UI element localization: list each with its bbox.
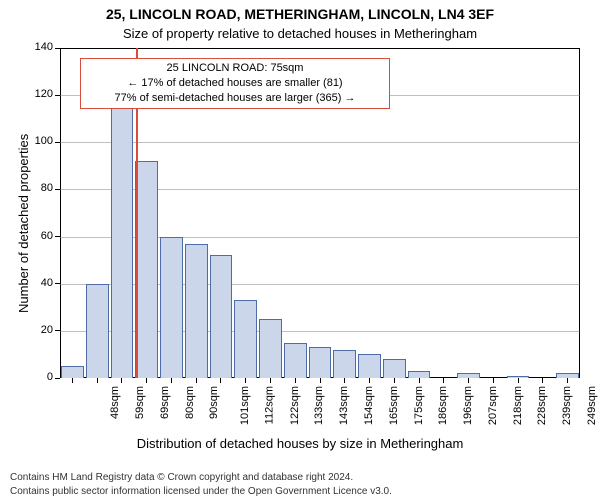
x-tick <box>146 378 147 383</box>
y-tick <box>55 142 60 143</box>
x-tick <box>394 378 395 383</box>
y-tick-label: 140 <box>25 41 53 53</box>
x-tick-label: 80sqm <box>184 386 196 419</box>
x-tick <box>567 378 568 383</box>
x-tick <box>369 378 370 383</box>
x-tick-label: 175sqm <box>413 386 425 425</box>
x-tick <box>443 378 444 383</box>
bar <box>185 244 208 378</box>
y-tick <box>55 283 60 284</box>
x-tick-label: 101sqm <box>239 386 251 425</box>
chart-subtitle: Size of property relative to detached ho… <box>0 26 600 41</box>
x-tick-label: 165sqm <box>388 386 400 425</box>
callout-line-1: 25 LINCOLN ROAD: 75sqm <box>85 61 385 76</box>
bar <box>111 102 134 378</box>
x-tick <box>97 378 98 383</box>
y-tick <box>55 378 60 379</box>
x-tick-label: 196sqm <box>462 386 474 425</box>
x-tick <box>196 378 197 383</box>
x-tick-label: 218sqm <box>512 386 524 425</box>
y-tick <box>55 189 60 190</box>
x-tick <box>121 378 122 383</box>
x-tick <box>295 378 296 383</box>
x-tick-label: 143sqm <box>338 386 350 425</box>
x-tick <box>245 378 246 383</box>
x-tick-label: 133sqm <box>314 386 326 425</box>
y-tick <box>55 95 60 96</box>
bar <box>86 284 109 378</box>
x-tick <box>171 378 172 383</box>
x-tick-label: 207sqm <box>487 386 499 425</box>
footer-line-1: Contains HM Land Registry data © Crown c… <box>10 472 353 483</box>
x-tick-label: 154sqm <box>363 386 375 425</box>
x-tick-label: 122sqm <box>289 386 301 425</box>
y-tick-label: 0 <box>25 371 53 383</box>
x-tick <box>72 378 73 383</box>
y-tick-label: 40 <box>25 277 53 289</box>
chart-title: 25, LINCOLN ROAD, METHERINGHAM, LINCOLN,… <box>0 6 600 22</box>
gridline <box>60 142 580 143</box>
y-tick-label: 60 <box>25 230 53 242</box>
x-tick <box>542 378 543 383</box>
right-axis-line <box>579 48 580 378</box>
bar <box>383 359 406 378</box>
x-tick <box>518 378 519 383</box>
x-tick <box>419 378 420 383</box>
callout-line-3: 77% of semi-detached houses are larger (… <box>85 91 385 106</box>
x-tick-label: 228sqm <box>536 386 548 425</box>
callout-line-2: ← 17% of detached houses are smaller (81… <box>85 76 385 91</box>
x-tick-label: 90sqm <box>208 386 220 419</box>
bar <box>284 343 307 378</box>
x-tick <box>344 378 345 383</box>
x-tick <box>493 378 494 383</box>
bar <box>210 255 233 378</box>
x-tick-label: 59sqm <box>134 386 146 419</box>
top-axis-line <box>60 48 580 49</box>
bar <box>259 319 282 378</box>
y-tick-label: 80 <box>25 182 53 194</box>
x-tick <box>468 378 469 383</box>
x-tick-label: 239sqm <box>561 386 573 425</box>
x-tick-label: 112sqm <box>263 386 275 424</box>
x-tick-label: 48sqm <box>109 386 121 419</box>
y-tick <box>55 330 60 331</box>
y-tick <box>55 48 60 49</box>
bar <box>358 354 381 378</box>
x-axis-label: Distribution of detached houses by size … <box>0 436 600 451</box>
y-tick <box>55 236 60 237</box>
x-tick-label: 249sqm <box>586 386 598 425</box>
bar <box>61 366 84 378</box>
y-tick-label: 100 <box>25 135 53 147</box>
x-tick <box>320 378 321 383</box>
bar <box>309 347 332 378</box>
x-tick-label: 69sqm <box>159 386 171 419</box>
bar <box>333 350 356 378</box>
footer-line-2: Contains public sector information licen… <box>10 486 392 497</box>
bar <box>234 300 257 378</box>
y-tick-label: 120 <box>25 88 53 100</box>
x-tick <box>220 378 221 383</box>
x-tick-label: 186sqm <box>437 386 449 425</box>
y-axis-line <box>60 48 61 378</box>
bar <box>160 237 183 378</box>
y-tick-label: 20 <box>25 324 53 336</box>
callout-box: 25 LINCOLN ROAD: 75sqm ← 17% of detached… <box>80 58 390 109</box>
x-tick <box>270 378 271 383</box>
bar <box>408 371 431 378</box>
bar <box>135 161 158 378</box>
